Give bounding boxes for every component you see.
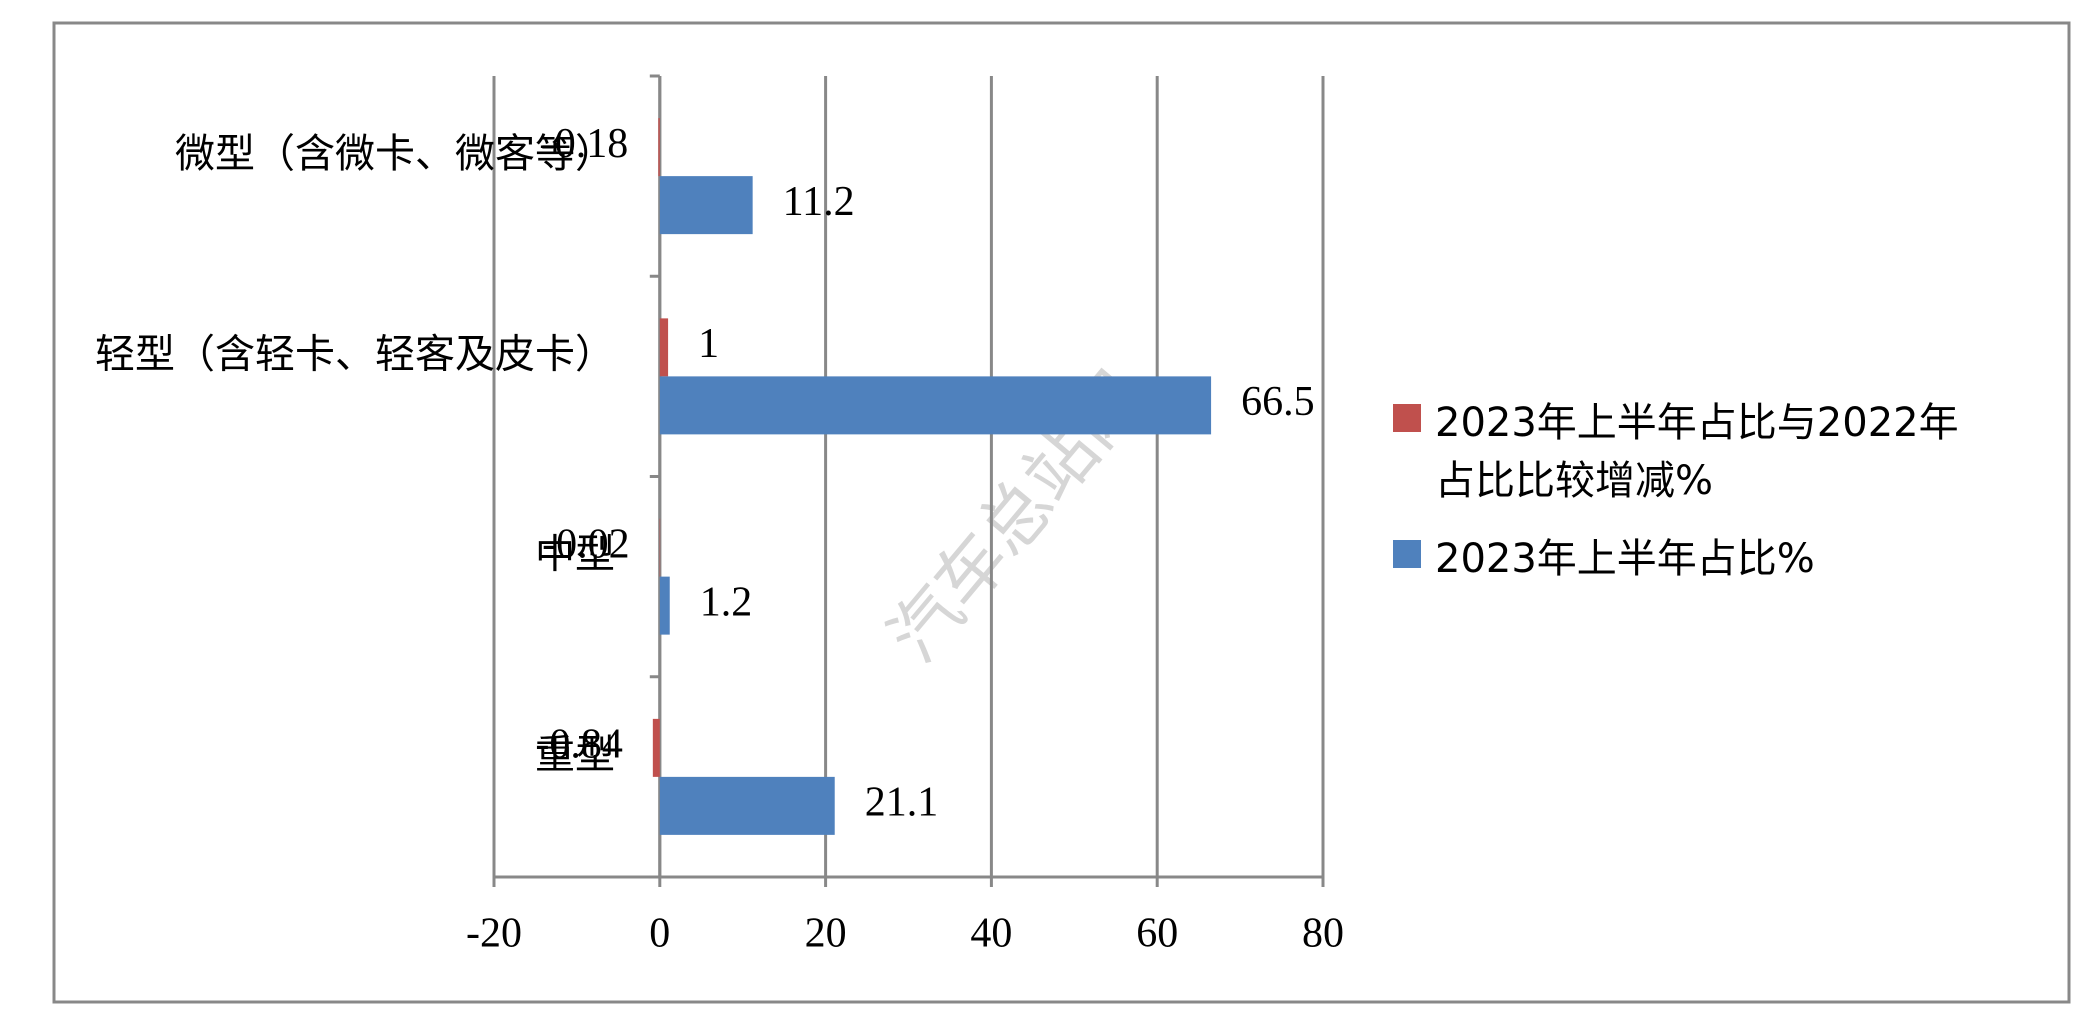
data-label: 1.2: [700, 579, 753, 625]
data-label: 21.1: [865, 780, 939, 826]
x-tick-label: 0: [649, 911, 670, 957]
bar: [659, 776, 835, 835]
bar: [659, 318, 669, 377]
y-tick-label: 中型: [535, 532, 615, 578]
bar: [658, 118, 660, 177]
data-label: 66.5: [1241, 379, 1315, 425]
data-label: -0.02: [542, 521, 630, 567]
bar: [659, 176, 753, 235]
x-tick-label: 20: [805, 911, 847, 957]
x-tick-label: 40: [970, 911, 1012, 957]
legend: 2023年上半年占比与2022年占比比较增减% 2023年上半年占比%: [1393, 390, 1993, 604]
data-label: -0.18: [541, 121, 629, 167]
x-tick-label: 60: [1136, 911, 1178, 957]
legend-item: 2023年上半年占比与2022年占比比较增减%: [1393, 390, 1993, 506]
legend-label: 2023年上半年占比%: [1435, 536, 1815, 582]
x-tick-label: -20: [466, 911, 522, 957]
y-tick-label: 微型（含微卡、微客等）: [175, 131, 615, 177]
bar: [659, 576, 670, 635]
legend-swatch: [1393, 540, 1421, 568]
chart-border: [52, 21, 2071, 1004]
data-label: 1: [698, 321, 719, 367]
legend-item: 2023年上半年占比%: [1393, 526, 1993, 584]
legend-swatch: [1393, 404, 1421, 432]
y-tick-label: 轻型（含轻卡、轻客及皮卡）: [95, 331, 615, 377]
bar: [659, 518, 661, 577]
bar: [652, 718, 660, 777]
data-label: 11.2: [783, 179, 855, 225]
x-tick-label: 80: [1302, 911, 1344, 957]
bar: [659, 376, 1212, 435]
legend-label: 2023年上半年占比与2022年占比比较增减%: [1435, 400, 1959, 504]
data-label: -0.84: [535, 722, 623, 768]
y-tick-label: 重型: [535, 732, 615, 778]
